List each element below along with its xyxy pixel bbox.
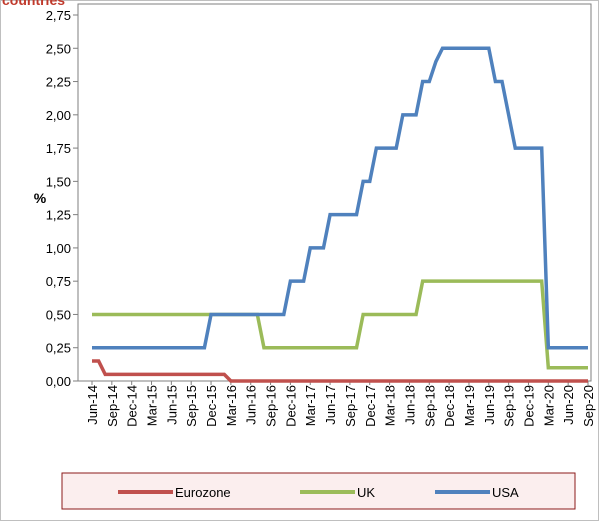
x-tick-label: Dec-17 bbox=[363, 385, 378, 427]
x-tick-label: Mar-18 bbox=[383, 385, 398, 426]
y-tick-label: 1,25 bbox=[46, 208, 71, 223]
x-tick-label: Dec-15 bbox=[204, 385, 219, 427]
x-tick-label: Dec-19 bbox=[521, 385, 536, 427]
y-tick-label: 0,00 bbox=[46, 374, 71, 389]
series-line bbox=[92, 46, 588, 350]
y-tick-label: 1,00 bbox=[46, 241, 71, 256]
y-tick-label: 1,75 bbox=[46, 141, 71, 156]
legend-label: USA bbox=[492, 485, 519, 500]
x-tick-label: Dec-14 bbox=[125, 385, 140, 427]
y-tick-label: 2,25 bbox=[46, 75, 71, 90]
x-tick-label: Mar-20 bbox=[541, 385, 556, 426]
x-tick-label: Mar-17 bbox=[303, 385, 318, 426]
x-tick-label: Mar-15 bbox=[145, 385, 160, 426]
x-tick-label: Dec-16 bbox=[283, 385, 298, 427]
x-tick-label: Sep-17 bbox=[343, 385, 358, 427]
x-tick-label: Sep-14 bbox=[105, 385, 120, 427]
legend-label: Eurozone bbox=[175, 485, 231, 500]
chart-title: countries bbox=[2, 0, 65, 8]
y-tick-label: 0,25 bbox=[46, 341, 71, 356]
x-tick-label: Jun-15 bbox=[164, 385, 179, 425]
y-tick-label: 1,50 bbox=[46, 174, 71, 189]
y-tick-label: 2,75 bbox=[46, 8, 71, 23]
y-tick-label: 2,00 bbox=[46, 108, 71, 123]
x-tick-label: Mar-19 bbox=[462, 385, 477, 426]
x-tick-label: Jun-19 bbox=[482, 385, 497, 425]
series-line bbox=[92, 359, 588, 383]
x-tick-label: Sep-15 bbox=[184, 385, 199, 427]
y-tick-label: 0,75 bbox=[46, 274, 71, 289]
x-tick-label: Jun-14 bbox=[85, 385, 100, 425]
x-tick-label: Sep-20 bbox=[581, 385, 596, 427]
x-tick-label: Jun-20 bbox=[561, 385, 576, 425]
x-tick-label: Sep-18 bbox=[422, 385, 437, 427]
x-tick-label: Sep-16 bbox=[264, 385, 279, 427]
x-tick-label: Jun-17 bbox=[323, 385, 338, 425]
y-axis-label: % bbox=[34, 190, 47, 206]
x-tick-label: Jun-16 bbox=[244, 385, 259, 425]
x-tick-label: Mar-16 bbox=[224, 385, 239, 426]
y-tick-label: 0,50 bbox=[46, 307, 71, 322]
x-tick-label: Sep-19 bbox=[502, 385, 517, 427]
x-tick-label: Jun-18 bbox=[402, 385, 417, 425]
series-line bbox=[92, 279, 588, 370]
x-tick-label: Dec-18 bbox=[442, 385, 457, 427]
y-tick-label: 2,50 bbox=[46, 41, 71, 56]
legend-label: UK bbox=[357, 485, 375, 500]
